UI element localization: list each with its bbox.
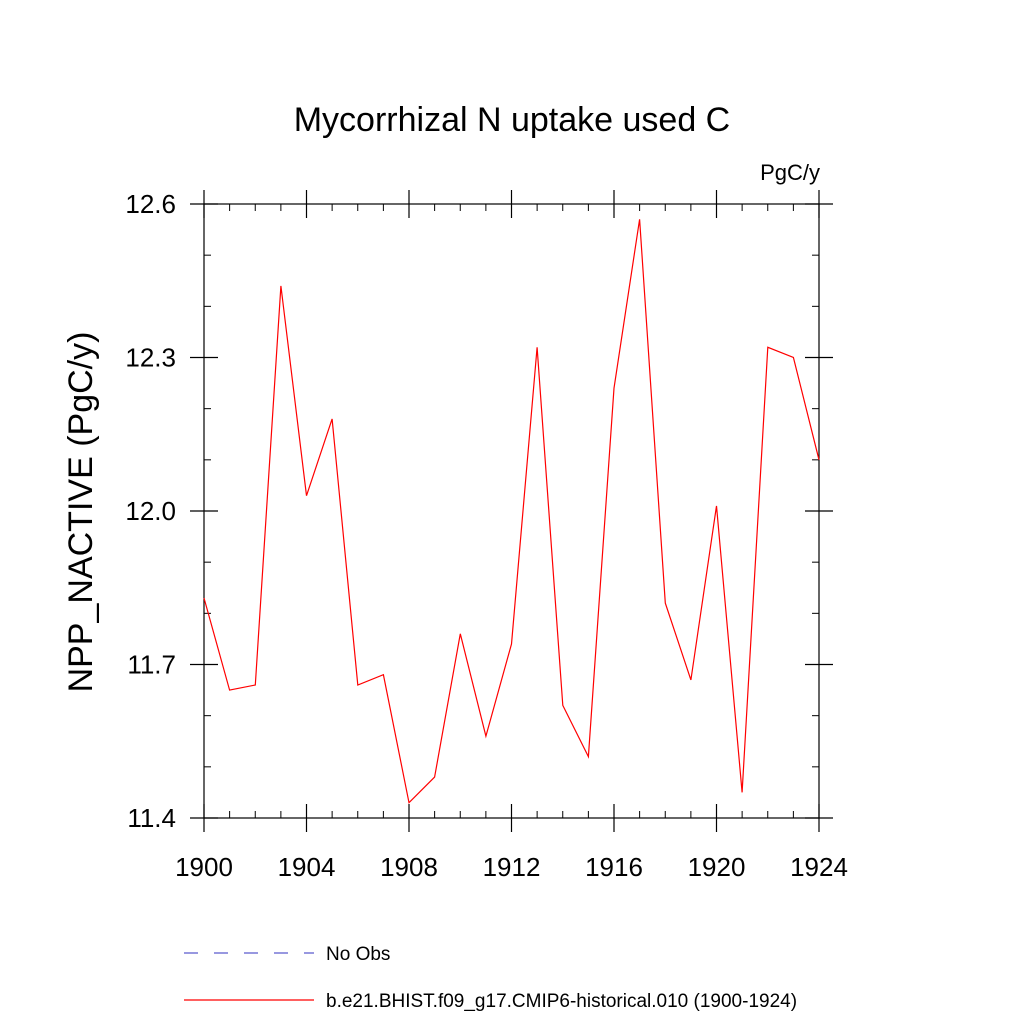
y-tick-label: 12.6 [125,189,176,219]
legend-label: No Obs [326,944,390,965]
x-tick-label: 1924 [790,852,848,882]
y-tick-label: 11.7 [127,650,176,680]
x-tick-label: 1916 [585,852,643,882]
units-label: PgC/y [760,160,820,185]
series-group [203,219,820,804]
legend-label: b.e21.BHIST.f09_g17.CMIP6-historical.010… [326,991,797,1012]
axis-ticks [190,190,833,832]
x-tick-label: 1900 [175,852,233,882]
chart-title: Mycorrhizal N uptake used C [294,101,731,139]
series-line [203,219,820,804]
y-axis-label: NPP_NACTIVE (PgC/y) [62,332,100,693]
x-tick-label: 1908 [380,852,438,882]
x-tick-label: 1912 [483,852,541,882]
tick-labels: 1900 1904 1908 1912 1916 1920 1924 11.4 11.7 12.0… [125,189,848,882]
y-tick-label: 12.3 [125,343,176,373]
y-tick-label: 11.4 [127,803,176,833]
x-tick-label: 1904 [278,852,336,882]
plot-frame [203,203,820,819]
y-tick-label: 12.0 [125,496,176,526]
x-tick-label: 1920 [688,852,746,882]
legend: No Obs b.e21.BHIST.f09_g17.CMIP6-historic… [184,944,797,1012]
